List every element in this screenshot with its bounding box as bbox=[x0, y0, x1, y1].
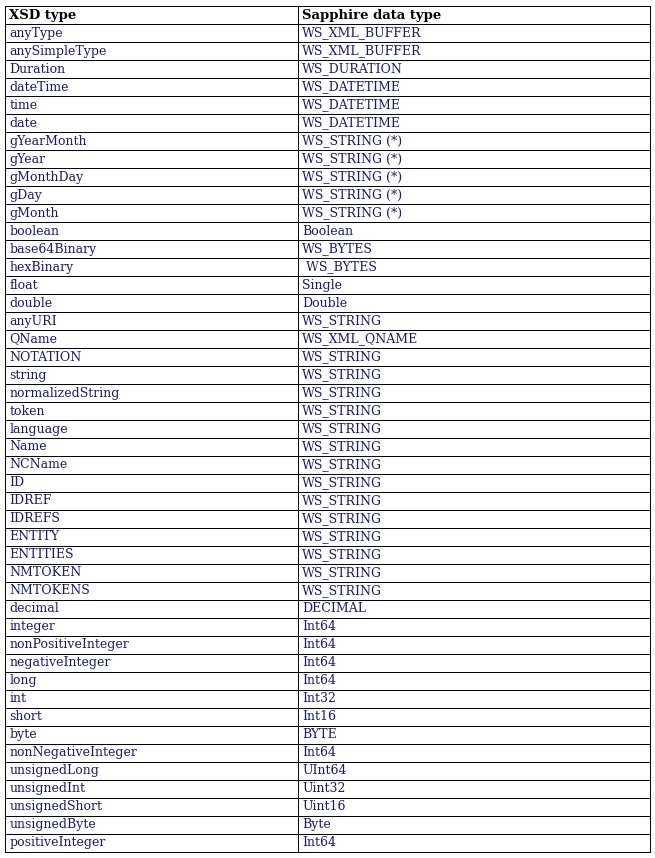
Text: ID: ID bbox=[9, 476, 24, 490]
Text: language: language bbox=[9, 422, 68, 436]
Text: WS_STRING: WS_STRING bbox=[303, 404, 383, 418]
Text: WS_STRING (*): WS_STRING (*) bbox=[303, 207, 403, 220]
Text: base64Binary: base64Binary bbox=[9, 243, 96, 256]
Text: gMonthDay: gMonthDay bbox=[9, 171, 83, 184]
Text: WS_STRING: WS_STRING bbox=[303, 386, 383, 400]
Text: hexBinary: hexBinary bbox=[9, 261, 73, 274]
Text: NMTOKEN: NMTOKEN bbox=[9, 566, 81, 579]
Text: Sapphire data type: Sapphire data type bbox=[303, 9, 441, 21]
Text: WS_STRING: WS_STRING bbox=[303, 368, 383, 382]
Text: WS_STRING: WS_STRING bbox=[303, 315, 383, 328]
Text: gYear: gYear bbox=[9, 153, 45, 166]
Text: anySimpleType: anySimpleType bbox=[9, 45, 107, 57]
Text: Int64: Int64 bbox=[303, 638, 337, 651]
Text: WS_STRING: WS_STRING bbox=[303, 458, 383, 472]
Text: unsignedLong: unsignedLong bbox=[9, 764, 99, 777]
Text: WS_STRING (*): WS_STRING (*) bbox=[303, 153, 403, 166]
Text: WS_STRING (*): WS_STRING (*) bbox=[303, 189, 403, 202]
Text: WS_STRING: WS_STRING bbox=[303, 422, 383, 436]
Text: nonPositiveInteger: nonPositiveInteger bbox=[9, 638, 129, 651]
Text: double: double bbox=[9, 297, 52, 310]
Text: WS_DATETIME: WS_DATETIME bbox=[303, 117, 402, 130]
Text: time: time bbox=[9, 99, 37, 112]
Text: WS_BYTES: WS_BYTES bbox=[303, 261, 377, 274]
Text: Int16: Int16 bbox=[303, 710, 337, 723]
Text: normalizedString: normalizedString bbox=[9, 386, 120, 400]
Text: nonNegativeInteger: nonNegativeInteger bbox=[9, 746, 137, 759]
Text: WS_BYTES: WS_BYTES bbox=[303, 243, 373, 256]
Text: boolean: boolean bbox=[9, 225, 59, 238]
Text: byte: byte bbox=[9, 728, 37, 741]
Text: Uint16: Uint16 bbox=[303, 801, 346, 813]
Text: WS_STRING: WS_STRING bbox=[303, 351, 383, 364]
Text: WS_STRING: WS_STRING bbox=[303, 476, 383, 490]
Text: Int64: Int64 bbox=[303, 746, 337, 759]
Text: dateTime: dateTime bbox=[9, 81, 69, 94]
Text: WS_DURATION: WS_DURATION bbox=[303, 63, 403, 76]
Text: WS_STRING: WS_STRING bbox=[303, 530, 383, 543]
Text: unsignedShort: unsignedShort bbox=[9, 801, 102, 813]
Text: positiveInteger: positiveInteger bbox=[9, 837, 105, 849]
Text: Int64: Int64 bbox=[303, 674, 337, 687]
Text: short: short bbox=[9, 710, 42, 723]
Text: unsignedByte: unsignedByte bbox=[9, 819, 96, 831]
Text: UInt64: UInt64 bbox=[303, 764, 347, 777]
Text: Int64: Int64 bbox=[303, 656, 337, 669]
Text: anyType: anyType bbox=[9, 27, 63, 39]
Text: NMTOKENS: NMTOKENS bbox=[9, 584, 90, 597]
Text: integer: integer bbox=[9, 620, 55, 633]
Text: Duration: Duration bbox=[9, 63, 66, 76]
Text: ENTITY: ENTITY bbox=[9, 530, 60, 543]
Text: WS_DATETIME: WS_DATETIME bbox=[303, 99, 402, 112]
Text: Double: Double bbox=[303, 297, 348, 310]
Text: WS_STRING: WS_STRING bbox=[303, 566, 383, 579]
Text: anyURI: anyURI bbox=[9, 315, 57, 328]
Text: NOTATION: NOTATION bbox=[9, 351, 81, 364]
Text: Boolean: Boolean bbox=[303, 225, 354, 238]
Text: WS_XML_QNAME: WS_XML_QNAME bbox=[303, 333, 419, 346]
Text: BYTE: BYTE bbox=[303, 728, 337, 741]
Text: gMonth: gMonth bbox=[9, 207, 59, 220]
Text: date: date bbox=[9, 117, 37, 130]
Text: IDREF: IDREF bbox=[9, 494, 52, 507]
Text: Int64: Int64 bbox=[303, 620, 337, 633]
Text: ENTITIES: ENTITIES bbox=[9, 548, 73, 561]
Text: Byte: Byte bbox=[303, 819, 331, 831]
Text: WS_DATETIME: WS_DATETIME bbox=[303, 81, 402, 94]
Text: Int64: Int64 bbox=[303, 837, 337, 849]
Text: WS_XML_BUFFER: WS_XML_BUFFER bbox=[303, 45, 422, 57]
Text: WS_STRING: WS_STRING bbox=[303, 494, 383, 507]
Text: long: long bbox=[9, 674, 37, 687]
Text: float: float bbox=[9, 279, 38, 292]
Text: DECIMAL: DECIMAL bbox=[303, 602, 366, 615]
Text: NCName: NCName bbox=[9, 458, 67, 472]
Text: gYearMonth: gYearMonth bbox=[9, 135, 86, 148]
Text: gDay: gDay bbox=[9, 189, 42, 202]
Text: unsignedInt: unsignedInt bbox=[9, 782, 85, 795]
Text: decimal: decimal bbox=[9, 602, 59, 615]
Text: token: token bbox=[9, 404, 45, 418]
Text: WS_STRING: WS_STRING bbox=[303, 512, 383, 525]
Text: Int32: Int32 bbox=[303, 692, 336, 705]
Text: WS_STRING: WS_STRING bbox=[303, 548, 383, 561]
Text: Name: Name bbox=[9, 440, 47, 454]
Text: WS_STRING: WS_STRING bbox=[303, 440, 383, 454]
Text: string: string bbox=[9, 368, 47, 382]
Text: WS_STRING: WS_STRING bbox=[303, 584, 383, 597]
Text: WS_STRING (*): WS_STRING (*) bbox=[303, 171, 403, 184]
Text: WS_XML_BUFFER: WS_XML_BUFFER bbox=[303, 27, 422, 39]
Text: Uint32: Uint32 bbox=[303, 782, 346, 795]
Text: XSD type: XSD type bbox=[9, 9, 77, 21]
Text: QName: QName bbox=[9, 333, 57, 346]
Text: int: int bbox=[9, 692, 26, 705]
Text: IDREFS: IDREFS bbox=[9, 512, 60, 525]
Text: Single: Single bbox=[303, 279, 343, 292]
Text: negativeInteger: negativeInteger bbox=[9, 656, 111, 669]
Text: WS_STRING (*): WS_STRING (*) bbox=[303, 135, 403, 148]
